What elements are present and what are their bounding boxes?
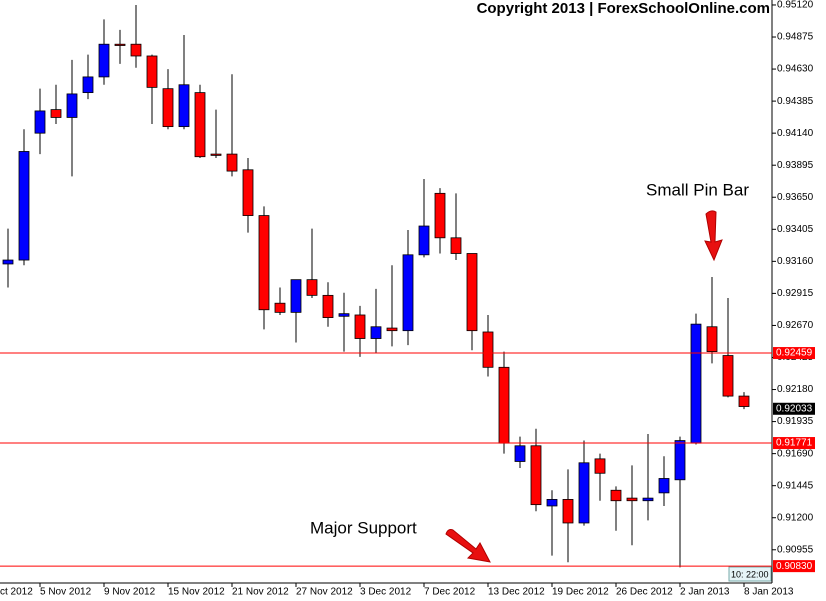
x-tick-label: 19 Dec 2012 <box>552 587 609 598</box>
candle-body <box>562 499 574 524</box>
price-label: 0.91771 <box>776 438 813 449</box>
candle-body <box>370 326 382 339</box>
y-tick-label: 0.91200 <box>777 512 814 523</box>
candle-body <box>674 440 686 481</box>
candle-body <box>594 458 606 474</box>
candle-body <box>386 327 398 332</box>
y-tick-label: 0.91690 <box>777 448 814 459</box>
x-tick-label: 2 Jan 2013 <box>680 587 730 598</box>
candle-body <box>706 326 718 353</box>
candle-body <box>658 478 670 494</box>
price-label-box <box>773 402 815 415</box>
candle-body <box>338 313 350 317</box>
candle-body <box>642 497 654 502</box>
y-tick-label: 0.95120 <box>777 0 814 11</box>
candle-body <box>546 499 558 507</box>
x-tick-label: 9 Nov 2012 <box>104 587 156 598</box>
candle-body <box>50 109 62 118</box>
candle-body <box>466 253 478 332</box>
candle-body <box>162 88 174 128</box>
time-label: 10: 22:00 <box>731 569 769 579</box>
y-tick-label: 0.92180 <box>777 384 814 395</box>
candle-body <box>242 169 254 216</box>
x-tick-label: 26 Dec 2012 <box>616 587 673 598</box>
candle-body <box>498 366 510 444</box>
candle-body <box>354 314 366 339</box>
candle-body <box>322 294 334 318</box>
candle-body <box>530 445 542 506</box>
candle-body <box>306 279 318 296</box>
candle-body <box>418 225 430 256</box>
x-tick-label: 27 Nov 2012 <box>296 587 353 598</box>
y-tick-label: 0.93160 <box>777 256 814 267</box>
y-tick-label: 0.94140 <box>777 128 814 139</box>
candle-body <box>18 151 30 261</box>
candle-body <box>290 279 302 313</box>
candle-body <box>450 237 462 254</box>
annotation: Small Pin Bar <box>646 180 749 199</box>
x-tick-label: ct 2012 <box>0 587 33 598</box>
price-label: 0.90830 <box>776 561 813 572</box>
y-tick-label: 0.90955 <box>777 544 814 555</box>
chart-title: Copyright 2013 | ForexSchoolOnline.com <box>477 0 770 17</box>
candle-body <box>514 445 526 462</box>
price-label-box <box>773 347 815 360</box>
time-box <box>728 566 772 582</box>
price-label-box <box>773 560 815 573</box>
x-tick-label: 13 Dec 2012 <box>488 587 545 598</box>
candle-body <box>626 497 638 502</box>
x-tick-label: 21 Nov 2012 <box>232 587 289 598</box>
candle-body <box>98 43 110 78</box>
x-tick-label: 3 Dec 2012 <box>360 587 412 598</box>
y-tick-label: 0.93405 <box>777 224 814 235</box>
candle-body <box>178 84 190 128</box>
annotation: Major Support <box>310 518 417 537</box>
candle-body <box>722 355 734 397</box>
plot <box>2 4 750 568</box>
y-tick-label: 0.93895 <box>777 160 814 171</box>
y-tick-label: 0.92915 <box>777 288 814 299</box>
y-tick-label: 0.94385 <box>777 96 814 107</box>
candle-body <box>194 92 206 158</box>
candle-body <box>66 93 78 118</box>
y-tick-label: 0.94630 <box>777 64 814 75</box>
y-tick-label: 0.91445 <box>777 480 814 491</box>
candle-body <box>402 254 414 332</box>
candle-body <box>226 153 238 172</box>
y-tick-label: 0.92670 <box>777 320 814 331</box>
arrow <box>445 529 491 563</box>
x-tick-label: 5 Nov 2012 <box>40 587 92 598</box>
current-price-label: 0.92033 <box>776 403 813 414</box>
candle-body <box>82 76 94 94</box>
y-tick-label: 0.94875 <box>777 32 814 43</box>
x-tick-label: 8 Jan 2013 <box>744 587 794 598</box>
y-tick-label: 0.91935 <box>777 416 814 427</box>
candle-body <box>690 323 702 444</box>
x-tick-label: 7 Dec 2012 <box>424 587 476 598</box>
candle-body <box>610 489 622 502</box>
candle-body <box>34 110 46 134</box>
candle-body <box>258 215 270 311</box>
candle-body <box>482 331 494 368</box>
candle-body <box>146 55 158 88</box>
x-tick-label: 15 Nov 2012 <box>168 587 225 598</box>
candle-body <box>2 259 14 265</box>
candle-body <box>114 43 126 46</box>
candle-body <box>274 302 286 313</box>
candle-body <box>578 462 590 524</box>
arrow <box>704 210 723 262</box>
price-label: 0.92459 <box>776 348 813 359</box>
candle-body <box>210 153 222 156</box>
candle-body <box>738 395 750 407</box>
y-tick-label: 0.93650 <box>777 192 814 203</box>
price-label-box <box>773 437 815 450</box>
candle-body <box>130 43 142 57</box>
candle-body <box>434 192 446 239</box>
